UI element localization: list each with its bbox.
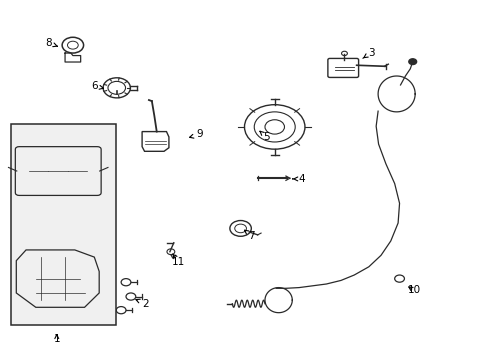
Text: 8: 8 xyxy=(45,38,57,48)
Text: 5: 5 xyxy=(260,131,269,142)
Circle shape xyxy=(408,59,416,64)
Text: 10: 10 xyxy=(407,285,420,296)
Text: 3: 3 xyxy=(362,48,374,58)
Text: 9: 9 xyxy=(189,130,203,139)
Text: 4: 4 xyxy=(292,174,304,184)
Bar xyxy=(11,125,116,325)
Text: 11: 11 xyxy=(172,254,185,267)
Text: 7: 7 xyxy=(244,230,255,240)
Text: 1: 1 xyxy=(53,333,60,343)
Text: 2: 2 xyxy=(136,299,149,309)
Text: 6: 6 xyxy=(91,81,103,91)
